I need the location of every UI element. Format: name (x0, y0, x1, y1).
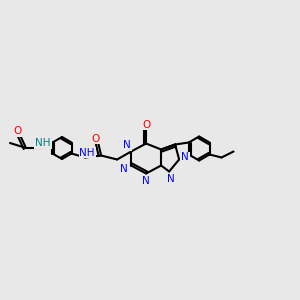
Text: O: O (13, 126, 21, 136)
Text: O: O (142, 119, 150, 130)
Text: N: N (142, 176, 150, 185)
Text: N: N (123, 140, 131, 151)
Text: O: O (91, 134, 99, 143)
Text: NH: NH (80, 148, 95, 158)
Text: NH: NH (35, 138, 51, 148)
Text: N: N (167, 173, 175, 184)
Text: N: N (181, 152, 189, 163)
Text: N: N (120, 164, 128, 175)
